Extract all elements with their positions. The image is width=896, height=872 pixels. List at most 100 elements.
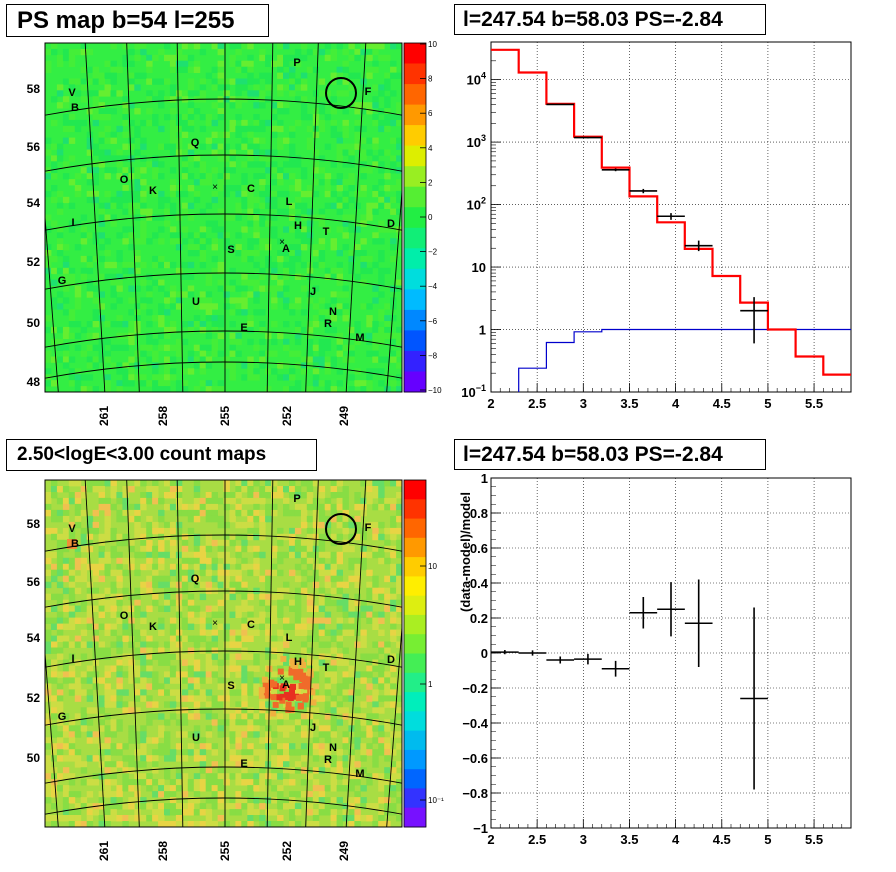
colorbar-frame: [403, 42, 427, 393]
residual-y-tick-label: 0.4: [470, 576, 489, 591]
colorbar-tick-label: 2: [428, 178, 433, 187]
y-tick-label: 56: [27, 140, 41, 154]
spectrum-x-tick-label: 3: [580, 396, 587, 411]
colorbar-segment: [404, 480, 426, 500]
residual-x-tick-label: 3.5: [620, 832, 638, 847]
spectrum-y-tick-label: 103: [467, 133, 486, 150]
colorbar-tick-label: 6: [428, 109, 433, 118]
map-label-g: G: [58, 275, 67, 287]
spectrum-x-tick-label: 2.5: [528, 396, 546, 411]
source-a-cross-icon: ×: [279, 673, 285, 684]
spectrum-x-tick-label: 4: [672, 396, 680, 411]
x-tick-label: 252: [280, 406, 294, 426]
colorbar-segment: [404, 350, 426, 372]
map-center-cross-icon: ×: [212, 182, 218, 193]
residual-title: l=247.54 b=58.03 PS=-2.84: [454, 439, 766, 470]
y-tick-label: 50: [27, 316, 41, 330]
residual-y-tick-label: −1: [473, 821, 488, 836]
residual-x-tick-label: 2.5: [528, 832, 546, 847]
spectrum-y-tick-label: 10−1: [461, 383, 486, 400]
colorbar-tick-label: 4: [428, 144, 433, 153]
map-label-q: Q: [191, 137, 200, 149]
map-label-l: L: [286, 196, 293, 208]
residual-y-tick-label: 0: [481, 646, 488, 661]
y-tick-label: 58: [27, 517, 41, 531]
colorbar-segment: [404, 63, 426, 85]
residual-y-tick-label: 1: [481, 471, 488, 486]
colorbar-segment: [404, 518, 426, 539]
colorbar-segment: [404, 207, 426, 229]
map-label-v: V: [68, 87, 76, 99]
map-label-v: V: [68, 523, 76, 535]
map-label-a: A: [282, 679, 290, 691]
map-label-s: S: [227, 244, 234, 256]
map-label-e: E: [240, 758, 247, 770]
target-circle-icon: [325, 513, 357, 545]
spectrum-y-tick-label: 104: [467, 71, 486, 88]
residual-y-axis-label: (data-model)/model: [458, 492, 473, 612]
colorbar-tick-label: −10: [428, 386, 442, 395]
colorbar-segment: [404, 711, 426, 732]
colorbar-segment: [404, 634, 426, 654]
map-label-b: B: [71, 102, 79, 114]
spectrum-x-tick-label: 5.5: [805, 396, 823, 411]
map-label-a: A: [282, 243, 290, 255]
colorbar-segment: [404, 749, 426, 770]
map-label-k: K: [149, 621, 157, 633]
colorbar-segment: [404, 537, 426, 558]
colorbar-segment: [404, 614, 426, 635]
colorbar-tick-label: 10: [428, 562, 437, 571]
colorbar-tick-label: 10: [428, 40, 437, 49]
x-tick-label: 258: [156, 406, 170, 426]
map-label-m: M: [355, 768, 364, 780]
colorbar-segment: [404, 672, 426, 693]
count-map-frame: [44, 479, 403, 828]
y-tick-label: 58: [27, 82, 41, 96]
colorbar-frame: [403, 479, 427, 828]
spectrum-x-tick-label: 5: [764, 396, 771, 411]
colorbar-segment: [404, 227, 426, 249]
map-label-i: I: [71, 217, 74, 229]
spectrum-plot: 2 2.5 3 3.5 4 4.5 5 5.5 10−1 1 10 102 103 104: [461, 41, 852, 411]
colorbar-segment: [404, 104, 426, 126]
x-tick-label: 261: [97, 841, 111, 861]
y-tick-label: 50: [27, 751, 41, 765]
colorbar-segment: [404, 43, 426, 64]
ps-map-grid: [45, 43, 402, 392]
colorbar-segment: [404, 692, 426, 712]
map-label-i: I: [71, 653, 74, 665]
colorbar-tick-label: −4: [428, 282, 438, 291]
source-a-cross-icon: ×: [279, 237, 285, 248]
residual-y-tick-label: 0.8: [470, 506, 488, 521]
count-map-grid: [45, 480, 402, 827]
spectrum-y-tick-label: 10: [472, 260, 486, 275]
colorbar-segment: [404, 166, 426, 188]
colorbar-segment: [404, 576, 426, 597]
map-label-q: Q: [191, 573, 200, 585]
colorbar-segment: [404, 807, 426, 828]
colorbar-tick-label: 1: [428, 680, 433, 689]
residual-x-tick-label: 5.5: [805, 832, 823, 847]
colorbar-segment: [404, 769, 426, 789]
residual-y-tick-label: 0.2: [470, 611, 488, 626]
map-label-h: H: [294, 656, 302, 668]
colorbar-tick-label: 0: [428, 213, 433, 222]
map-label-j: J: [310, 722, 316, 734]
x-tick-label: 258: [156, 841, 170, 861]
residual-x-tick-label: 3: [580, 832, 587, 847]
colorbar-tick-label: −8: [428, 351, 438, 360]
map-label-o: O: [120, 174, 129, 186]
map-label-h: H: [294, 220, 302, 232]
x-tick-label: 249: [337, 406, 351, 426]
colorbar-segment: [404, 499, 426, 520]
colorbar-segment: [404, 557, 426, 577]
colorbar-tick-label: −6: [428, 317, 438, 326]
map-label-j: J: [310, 286, 316, 298]
y-tick-label: 56: [27, 575, 41, 589]
residual-plot: 2 2.5 3 3.5 4 4.5 5 5.5 1 0.8 0.6 0.4 0.2 0 −0.2 −0.4 −0…: [458, 471, 852, 847]
spectrum-x-tick-label: 4.5: [713, 396, 731, 411]
map-label-b: B: [71, 538, 79, 550]
map-label-t: T: [323, 226, 330, 238]
map-label-r: R: [324, 318, 332, 330]
